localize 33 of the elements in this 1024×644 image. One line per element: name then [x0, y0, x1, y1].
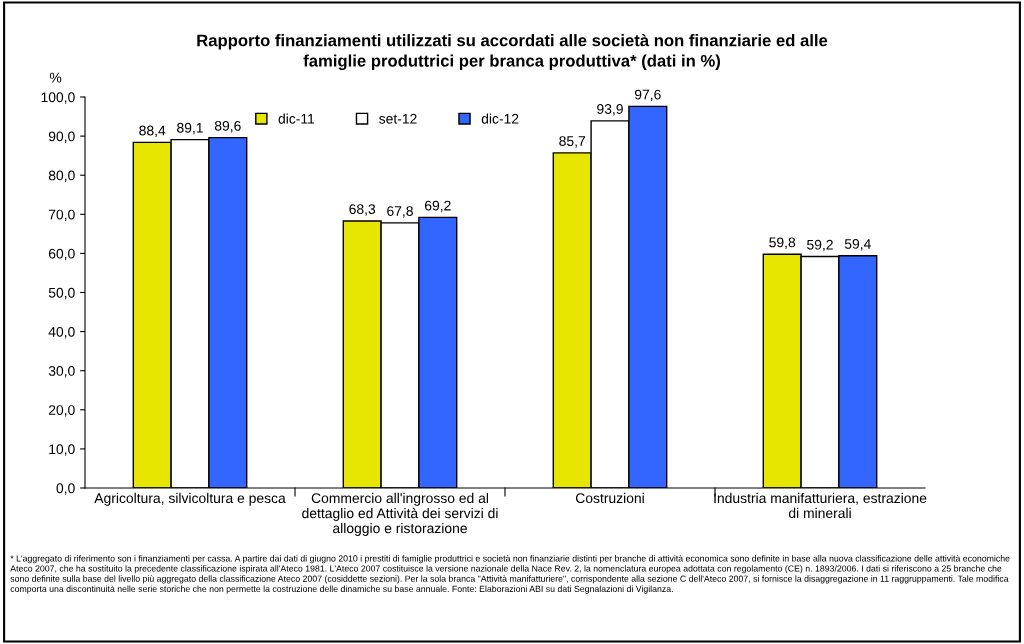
data-label: 85,7	[559, 136, 586, 148]
data-label: 67,8	[387, 206, 413, 218]
data-label: 97,6	[634, 89, 661, 102]
legend-label: set-12	[379, 113, 417, 124]
y-tick-label: 0,0	[56, 483, 75, 495]
y-tick-label: 30,0	[48, 366, 75, 378]
y-tick-label: 20,0	[48, 405, 75, 417]
y-tick-label: 40,0	[48, 326, 75, 339]
x-tick-label: Commercio all'ingrosso ed al dettaglio ed Attività dei servizi di alloggio e ristorazione	[302, 492, 498, 536]
data-label: 93,9	[597, 104, 623, 116]
x-tick-label: Agricoltura, silvicoltura e pesca	[94, 492, 286, 506]
legend-label: dic-12	[481, 113, 519, 124]
y-tick-label: 100,0	[41, 92, 75, 104]
chart-title: Rapporto finanziamenti utilizzati su accordati alle società non finanziarie ed alle famiglie produttrici per branca produttiva* (dati in %)	[197, 33, 828, 71]
data-label: 69,2	[424, 200, 451, 213]
y-tick-label: 80,0	[48, 170, 75, 183]
legend-label: dic-11	[278, 113, 315, 124]
y-tick-label: 10,0	[49, 444, 75, 456]
data-label: 89,6	[214, 120, 241, 133]
y-tick-label: 50,0	[48, 287, 75, 300]
y-tick-label: 60,0	[48, 248, 75, 261]
data-label: 68,3	[349, 204, 376, 216]
data-label: 59,4	[844, 239, 871, 251]
y-tick-label: 70,0	[48, 209, 75, 222]
data-label: 59,2	[807, 239, 833, 252]
text: * L'aggregato di riferimento son i finanziamenti per cassa. A partire dai dati di giugno 2010 i prestiti di famiglie produttrici e società non finanziarie distinti per branche di attività economica sono definite in base alla nuova classificazione delle attività economiche Ateco 2007, che ha sostituito la precedente classificazione ispirata all'Ateco 1981. L'Ateco 2007 costituisce la versione nazionale della Nace Rev. 2, la nomenclatura europea adottata con regolamento (CE) n. 1893/2006. I dati si riferiscono a 25 branche che sono definite sulla base del livello più aggregato della classificazione Ateco 2007 (cosiddette sezioni). Per la sola branca "Attività manifatturiere", corrispondente alla sezione C dell'Ateco 2007, si fornisce la disaggregazione in 11 raggruppamenti. Tale modifica comporta una discontinuità nelle serie storiche che non permette la costruzione delle dinamiche su base annuale. Fonte: Elaborazioni ABI su dati Segnalazioni di Vigilanza.	[10, 555, 1010, 594]
data-label: 89,1	[177, 122, 203, 135]
y-axis-title: %	[49, 72, 62, 83]
data-label: 88,4	[139, 125, 166, 138]
x-tick-label: Industria manifatturiera, estrazione di minerali	[714, 492, 927, 519]
data-label: 59,8	[769, 237, 796, 249]
y-tick-label: 90,0	[48, 131, 75, 143]
x-tick-label: Costruzioni	[575, 492, 644, 504]
